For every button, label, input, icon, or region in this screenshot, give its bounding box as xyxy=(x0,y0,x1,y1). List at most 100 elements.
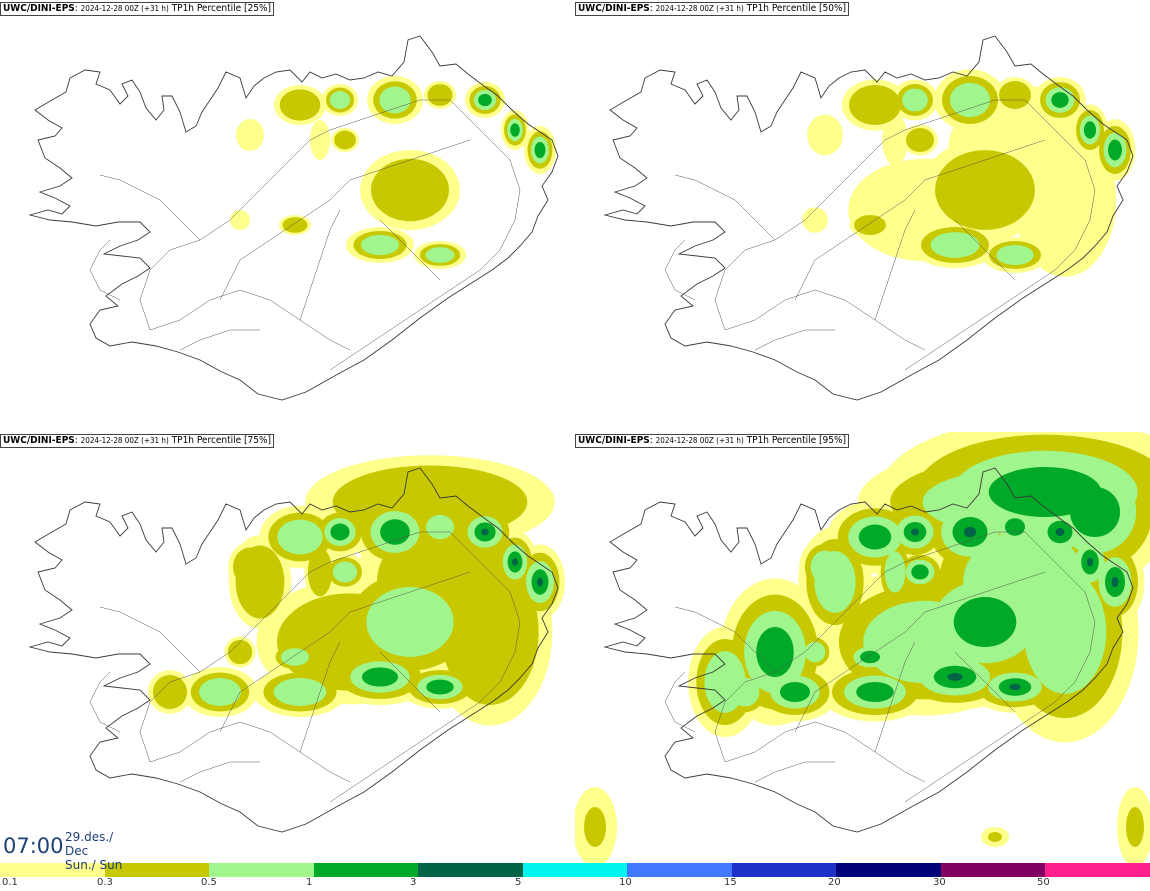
iceland-outline xyxy=(603,467,1134,833)
precip-area xyxy=(510,123,520,137)
road-line xyxy=(794,179,926,301)
road-line xyxy=(149,721,351,783)
panel-title: UWC/DINI-EPS: 2024-12-28 00Z (+31 h) TP1… xyxy=(0,2,275,16)
colorbar-segment xyxy=(104,863,210,877)
road-line xyxy=(724,721,926,783)
precip-area xyxy=(334,130,356,150)
precip-area xyxy=(310,120,330,160)
colorbar-segment xyxy=(731,863,837,877)
colorbar-label: 30 xyxy=(933,877,946,888)
map-panel-p75: UWC/DINI-EPS: 2024-12-28 00Z (+31 h) TP1… xyxy=(0,432,575,864)
precip-area xyxy=(584,807,606,847)
colorbar-label: 15 xyxy=(724,877,737,888)
precip-area xyxy=(804,641,826,663)
road-line xyxy=(219,611,351,733)
colorbar-segment xyxy=(418,863,523,877)
precip-area xyxy=(988,832,1002,842)
valid-day-line: Sun./ Sun xyxy=(65,858,123,872)
precip-area xyxy=(279,89,321,121)
precip-area xyxy=(332,561,358,583)
colorbar-segment xyxy=(522,863,628,877)
precip-area xyxy=(380,519,410,545)
precip-area xyxy=(425,247,455,263)
precip-area xyxy=(1083,121,1097,139)
road-line xyxy=(904,269,1056,371)
road-line xyxy=(664,239,696,301)
precip-area xyxy=(906,128,934,152)
precip-area xyxy=(307,547,333,597)
road-line xyxy=(219,179,351,301)
road-line xyxy=(449,531,521,703)
road-line xyxy=(89,671,121,733)
colorbar-label: 0.5 xyxy=(201,877,217,888)
precip-map xyxy=(603,35,1136,401)
colorbar-label: 0.3 xyxy=(97,877,113,888)
precip-fields xyxy=(575,432,1150,864)
precip-area xyxy=(230,210,250,230)
road-line xyxy=(329,269,481,371)
precip-area xyxy=(1004,518,1026,536)
precip-area xyxy=(911,564,929,580)
precip-area xyxy=(426,679,454,695)
coastline xyxy=(603,467,1134,833)
road-line xyxy=(924,571,1046,613)
precip-area xyxy=(360,234,400,256)
road-line xyxy=(844,99,1025,181)
precip-map xyxy=(28,455,565,833)
colorbar-label: 3 xyxy=(410,877,417,888)
precip-area xyxy=(854,215,886,235)
precip-area xyxy=(856,681,894,703)
road-line xyxy=(954,651,1016,713)
precip-area xyxy=(537,577,543,587)
precip-area xyxy=(849,85,901,125)
precip-area xyxy=(371,158,449,222)
precip-area xyxy=(1023,570,1107,694)
colorbar-segment xyxy=(836,863,941,877)
precip-area xyxy=(902,88,928,112)
precip-fields xyxy=(802,69,1136,277)
colorbar-segment xyxy=(940,863,1046,877)
precip-area xyxy=(858,524,892,550)
precip-area xyxy=(949,82,991,118)
valid-time: 07:00 xyxy=(3,834,64,858)
road-line xyxy=(179,761,260,783)
precip-area xyxy=(779,681,811,703)
map-panel-p25: UWC/DINI-EPS: 2024-12-28 00Z (+31 h) TP1… xyxy=(0,0,575,432)
precip-area xyxy=(277,519,323,555)
precip-area xyxy=(235,545,285,619)
precip-area xyxy=(534,141,546,159)
road-line xyxy=(954,219,1016,281)
road-line xyxy=(299,209,341,321)
road-line xyxy=(449,99,521,271)
precip-area xyxy=(478,93,492,107)
road-line xyxy=(754,761,835,783)
road-line xyxy=(139,179,271,331)
precip-area xyxy=(1108,139,1122,161)
precip-area xyxy=(1055,528,1065,536)
road-line xyxy=(89,239,121,301)
precip-fields xyxy=(230,76,556,269)
precip-area xyxy=(1111,576,1119,588)
precip-area xyxy=(802,207,828,233)
precip-area xyxy=(859,650,881,664)
precip-area xyxy=(911,528,919,536)
precip-map xyxy=(575,432,1150,864)
precip-area xyxy=(426,514,454,540)
road-line xyxy=(1024,99,1096,271)
road-line xyxy=(99,174,201,241)
colorbar-label: 50 xyxy=(1037,877,1050,888)
precip-area xyxy=(704,651,746,713)
colorbar-segment xyxy=(209,863,314,877)
precip-area xyxy=(481,528,489,536)
precip-area xyxy=(236,119,264,151)
road-line xyxy=(299,641,341,753)
precip-area xyxy=(963,526,977,538)
road-line xyxy=(844,531,1025,613)
map-panel-p50: UWC/DINI-EPS: 2024-12-28 00Z (+31 h) TP1… xyxy=(575,0,1150,432)
precip-area xyxy=(1126,807,1144,847)
road-line xyxy=(754,329,835,351)
road-line xyxy=(714,179,846,331)
coastline xyxy=(603,35,1134,401)
road-line xyxy=(664,671,696,733)
road-line xyxy=(1024,531,1096,703)
